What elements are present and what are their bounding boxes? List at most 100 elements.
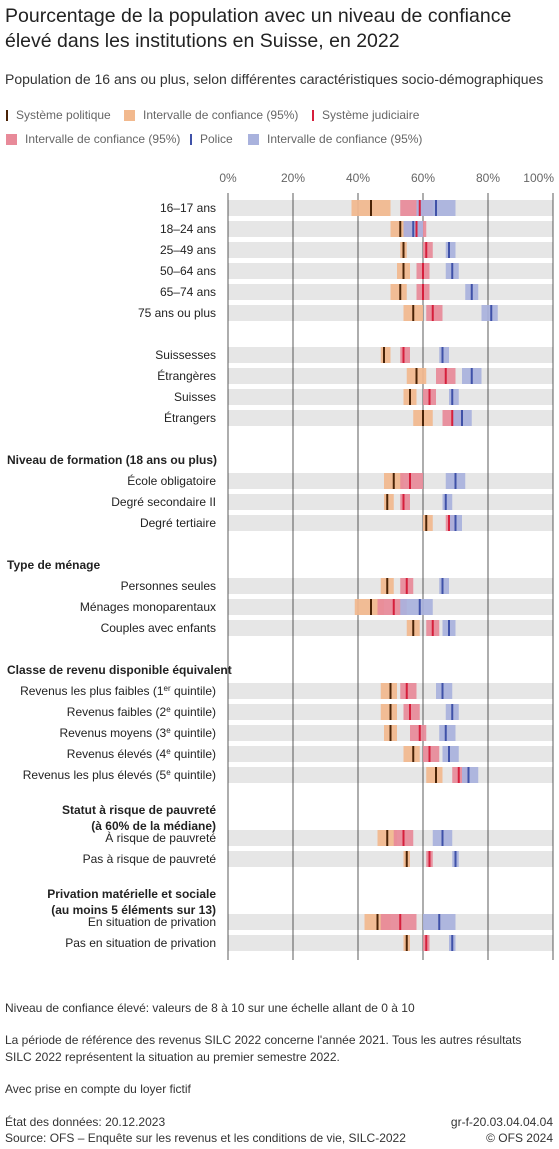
row-label: Étrangers xyxy=(164,410,216,425)
x-tick-label-2: 40% xyxy=(346,171,370,185)
ci-politique xyxy=(380,704,397,720)
legend-swatch-judiciaire xyxy=(312,109,314,121)
point-police xyxy=(412,221,415,237)
chart-subtitle: Population de 16 ans ou plus, selon diff… xyxy=(5,71,544,87)
legend-item-judiciaire[interactable]: Système judiciaire xyxy=(312,108,419,122)
point-politique xyxy=(386,830,389,846)
ci-police xyxy=(445,242,456,258)
section-header-line2: (à 60% de la médiane) xyxy=(91,819,216,833)
point-police xyxy=(438,914,441,930)
row-label: Suissesses xyxy=(155,348,216,362)
point-police xyxy=(441,830,444,846)
point-judiciaire xyxy=(425,935,428,951)
point-politique xyxy=(389,683,392,699)
ci-politique xyxy=(423,515,433,531)
point-politique xyxy=(399,221,402,237)
point-police xyxy=(441,683,444,699)
ci-judiciaire xyxy=(426,305,443,321)
legend-swatch-police xyxy=(190,133,192,145)
row-background xyxy=(228,620,553,636)
point-police xyxy=(448,620,450,636)
point-judiciaire xyxy=(431,620,434,636)
row-background xyxy=(228,515,553,531)
row-label: À risque de pauvreté xyxy=(105,830,216,845)
point-police xyxy=(470,284,473,300)
row-label-sup: e xyxy=(166,705,171,714)
ci-police xyxy=(449,389,459,405)
ci-police xyxy=(439,347,449,363)
row-label: 16–17 ans xyxy=(160,201,216,215)
row-label: Suisses xyxy=(174,390,216,404)
row-background xyxy=(228,410,553,426)
row-background xyxy=(228,746,553,762)
point-police xyxy=(441,578,444,594)
ci-judiciaire xyxy=(380,914,417,930)
point-police xyxy=(451,704,454,720)
point-politique xyxy=(412,620,415,636)
row-label-sup: e xyxy=(166,768,171,777)
ci-politique xyxy=(426,767,443,783)
legend-swatch-police-ci xyxy=(248,133,259,145)
point-politique xyxy=(412,746,415,762)
point-police xyxy=(451,389,454,405)
point-politique xyxy=(383,347,385,363)
point-judiciaire xyxy=(451,410,454,426)
legend-item-police[interactable]: Police xyxy=(190,132,233,146)
row-label-suffix: quintile) xyxy=(171,684,216,698)
legend-item-police-ci[interactable]: Intervalle de confiance (95%) xyxy=(248,132,422,146)
ci-judiciaire xyxy=(400,494,410,510)
note-reference-period: La période de référence des revenus SILC… xyxy=(5,1033,522,1064)
point-politique xyxy=(405,935,408,951)
ci-judiciaire xyxy=(423,746,440,762)
row-label: Pas en situation de privation xyxy=(65,936,216,950)
point-police xyxy=(451,935,454,951)
row-label: Revenus faibles (2e quintile) xyxy=(67,705,216,720)
row-background xyxy=(228,242,553,258)
row-background xyxy=(228,767,553,783)
point-politique xyxy=(399,284,402,300)
ci-judiciaire xyxy=(400,683,417,699)
point-judiciaire xyxy=(431,305,434,321)
point-politique xyxy=(402,242,405,258)
note-fictitious-rent: Avec prise en compte du loyer fictif xyxy=(5,1082,191,1096)
point-police xyxy=(470,368,473,384)
legend-label-police-ci: Intervalle de confiance (95%) xyxy=(267,132,423,146)
point-judiciaire xyxy=(409,704,411,720)
section-header: Classe de revenu disponible équivalent xyxy=(7,663,232,677)
legend-label-politique-ci: Intervalle de confiance (95%) xyxy=(143,108,299,122)
ci-police xyxy=(442,494,453,510)
point-police xyxy=(418,599,421,615)
legend-swatch-politique-ci xyxy=(124,109,135,121)
point-judiciaire xyxy=(428,746,431,762)
point-police xyxy=(490,305,493,321)
legend-label-politique: Système politique xyxy=(16,108,111,122)
point-politique xyxy=(422,410,424,426)
ci-police xyxy=(442,746,459,762)
legend-item-politique-ci[interactable]: Intervalle de confiance (95%) xyxy=(124,108,298,122)
row-background xyxy=(228,389,553,405)
row-label: Pas à risque de pauvreté xyxy=(83,852,217,866)
row-label: Revenus élevés (4e quintile) xyxy=(67,747,216,762)
section-header: Niveau de formation (18 ans ou plus) xyxy=(7,453,217,467)
point-politique xyxy=(435,767,437,783)
point-police xyxy=(454,515,457,531)
x-tick-label-3: 60% xyxy=(411,171,435,185)
point-judiciaire xyxy=(402,494,405,510)
ci-politique xyxy=(354,599,384,615)
point-politique xyxy=(386,494,389,510)
legend-item-politique[interactable]: Système politique xyxy=(6,108,111,122)
point-judiciaire xyxy=(402,830,405,846)
ci-politique xyxy=(380,347,391,363)
row-label-suffix: quintile) xyxy=(171,726,216,740)
ci-judiciaire xyxy=(400,347,410,363)
legend-item-judiciaire-ci[interactable]: Intervalle de confiance (95%) xyxy=(6,132,180,146)
point-judiciaire xyxy=(457,767,460,783)
row-background xyxy=(228,305,553,321)
point-politique xyxy=(415,368,418,384)
ci-politique xyxy=(403,746,420,762)
point-judiciaire xyxy=(399,914,402,930)
point-judiciaire xyxy=(409,473,411,489)
row-label: Couples avec enfants xyxy=(101,621,216,635)
point-police xyxy=(461,410,463,426)
point-judiciaire xyxy=(428,389,431,405)
